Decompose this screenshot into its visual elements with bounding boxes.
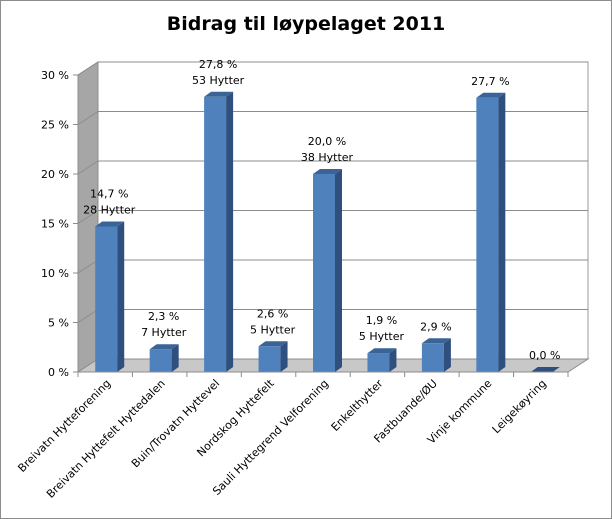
bar-side	[171, 344, 179, 372]
category-label: Sauli Hyttegrend Velforening	[210, 377, 331, 498]
bar	[95, 226, 118, 372]
data-sub-label: 53 Hytter	[192, 74, 245, 87]
bar	[367, 353, 390, 372]
bar	[258, 346, 281, 372]
bar-side	[498, 92, 506, 373]
gridline	[77, 210, 588, 224]
bar-side	[335, 169, 342, 372]
bar-flat	[530, 367, 560, 372]
gridline	[77, 61, 588, 76]
bar-top	[149, 344, 179, 350]
category-label: Breivatn Hyttefelt Hyttedalen	[44, 377, 168, 501]
y-tick-label: 0 %	[48, 366, 69, 379]
data-sub-label: 5 Hytter	[250, 323, 296, 336]
y-tick-label: 10 %	[41, 267, 69, 280]
bar	[476, 97, 499, 373]
y-tick-label: 5 %	[48, 317, 69, 330]
chart-title: Bidrag til løypelaget 2011	[166, 13, 446, 35]
data-sub-label: 5 Hytter	[359, 330, 405, 343]
category-label: Leigekøyring	[490, 377, 549, 436]
data-sub-label: 38 Hytter	[301, 151, 354, 164]
bar-side	[389, 348, 397, 372]
y-tick-label: 30 %	[41, 69, 69, 82]
category-label: Buin/Trovatn Hyttevel	[129, 377, 222, 470]
y-tick-label: 15 %	[41, 218, 69, 231]
bar-top	[204, 91, 234, 97]
bar-top	[95, 221, 125, 227]
bar	[204, 96, 227, 372]
y-tick-label: 20 %	[41, 168, 69, 181]
data-label: 27,8 %	[199, 58, 237, 71]
bar-top	[476, 92, 506, 98]
bar-top	[258, 341, 288, 347]
bar	[149, 349, 172, 372]
bar-side	[280, 341, 288, 372]
bar	[313, 174, 335, 372]
gridline	[77, 160, 588, 175]
data-label: 20,0 %	[308, 135, 346, 148]
data-label: 14,7 %	[90, 187, 128, 200]
data-label: 27,7 %	[471, 75, 509, 88]
data-sub-label: 28 Hytter	[83, 203, 136, 216]
gridline	[77, 111, 588, 125]
bar-top	[367, 348, 397, 354]
data-label: 2,9 %	[420, 320, 451, 333]
data-sub-label: 7 Hytter	[141, 326, 187, 339]
data-label: 2,3 %	[148, 310, 179, 323]
bar-top	[313, 169, 342, 174]
bar-side	[117, 221, 125, 372]
bar-side	[443, 338, 451, 372]
data-label: 0,0 %	[529, 349, 560, 362]
category-label: Breivatn Hytteforening	[15, 377, 113, 475]
y-tick-label: 25 %	[41, 119, 69, 132]
bar	[421, 343, 444, 372]
data-label: 1,9 %	[366, 314, 397, 327]
bar-top	[421, 338, 451, 344]
category-label: Enkelthytter	[329, 377, 386, 434]
bar-side	[226, 91, 234, 372]
data-label: 2,6 %	[257, 307, 288, 320]
